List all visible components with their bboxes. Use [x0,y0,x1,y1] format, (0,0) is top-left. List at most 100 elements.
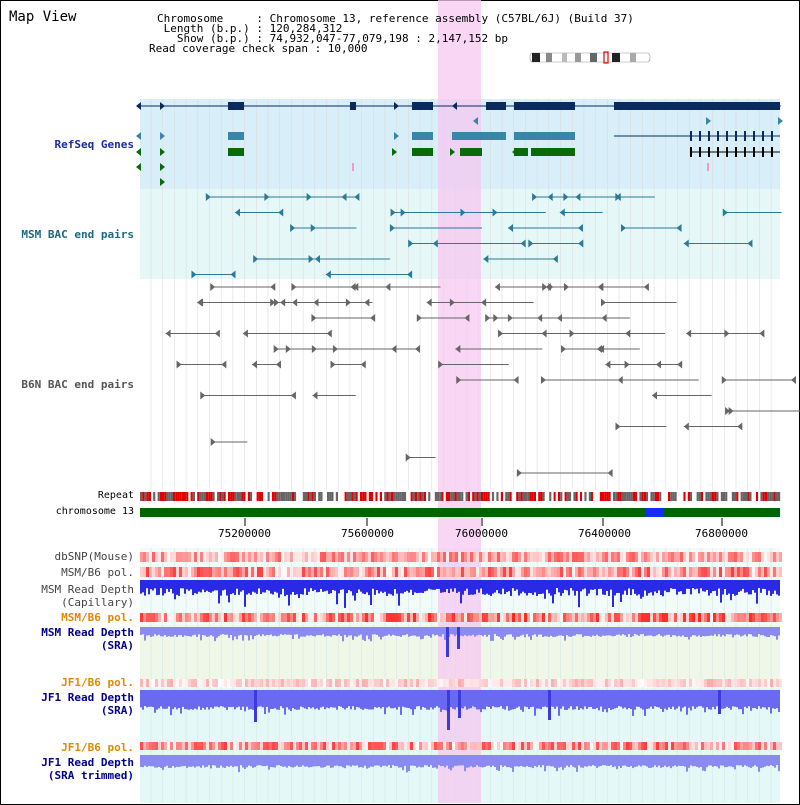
gene-arrow-icon [620,224,626,232]
heat-cell [737,552,740,562]
gene-block [708,131,710,141]
depth-bar [480,627,482,636]
refseq-genes-label[interactable]: RefSeq Genes [54,138,134,151]
depth-bar [152,580,154,591]
heat-cell [191,679,194,687]
heat-cell [461,742,464,750]
repeat-segment [151,492,154,501]
depth-bar [320,580,322,589]
repeat-segment [256,492,259,501]
depth-bar [414,755,416,766]
gene-arrow-icon [605,360,611,369]
repeat-segment [608,492,611,501]
heat-cell [740,742,743,750]
heat-cell [395,567,398,577]
heat-cell [758,742,761,750]
depth-bar [432,755,434,768]
depth-bar [212,627,214,637]
repeat-segment [456,492,459,501]
depth-bar [176,580,178,595]
heat-cell [254,567,257,577]
heat-cell [497,742,500,750]
heat-cell [416,613,419,622]
repeat-segment [459,492,462,501]
heat-cell [158,679,161,687]
depth-bar [706,627,708,637]
heat-cell [770,552,773,562]
heat-cell [620,567,623,577]
depth-bar [168,690,170,707]
depth-bar [356,690,358,708]
heat-cell [779,552,782,562]
gene-block [699,131,701,141]
repeat-segment [153,492,156,501]
depth-bar [348,755,350,766]
msm-bac-label[interactable]: MSM BAC end pairs [21,228,134,241]
heat-cell [779,742,782,750]
depth-bar [636,690,638,707]
gene-arrow-icon [197,298,203,307]
heat-cell [590,679,593,687]
heat-cell [323,552,326,562]
heat-cell [368,552,371,562]
depth-bar [270,755,272,767]
heat-cell [533,552,536,562]
heat-cell [452,613,455,622]
heat-cell [599,613,602,622]
heat-cell [734,567,737,577]
depth-bar [326,580,328,591]
repeat-segment [487,492,490,501]
heat-cell [146,567,149,577]
depth-bar [510,690,512,710]
depth-bar [688,580,690,589]
heat-cell [275,613,278,622]
heat-cell [311,679,314,687]
depth-bar [286,627,288,635]
heat-cell [203,679,206,687]
repeat-segment [525,492,528,501]
depth-bar [730,580,732,601]
depth-bar [732,690,734,707]
heat-cell [629,742,632,750]
depth-bar [418,755,420,767]
depth-bar [370,580,372,606]
depth-bar [570,690,572,707]
heat-cell [212,552,215,562]
heat-cell [623,742,626,750]
depth-bar [588,580,590,594]
depth-bar [364,627,366,641]
heat-cell [473,567,476,577]
depth-bar [520,755,522,766]
heat-cell [236,742,239,750]
heat-cell [755,552,758,562]
depth-bar [308,580,310,592]
depth-bar [276,580,278,593]
depth-bar [234,690,236,710]
depth-bar [686,755,688,772]
depth-bar [564,627,566,641]
heat-cell [368,613,371,622]
depth-bar [212,755,214,766]
depth-bar [532,627,534,636]
depth-bar [146,627,148,636]
depth-bar [674,755,676,766]
depth-bar [662,580,664,597]
b6n-bac-label[interactable]: B6N BAC end pairs [21,378,134,391]
depth-bar [554,627,556,637]
depth-bar [162,627,164,637]
depth-bar [512,580,514,589]
depth-bar [292,580,294,593]
heat-cell [185,679,188,687]
heat-cell [506,613,509,622]
depth-bar [424,755,426,766]
heat-cell [290,552,293,562]
depth-bar [230,627,232,636]
depth-bar [604,690,606,710]
depth-bar [228,755,230,767]
heat-cell [305,679,308,687]
heat-cell [386,679,389,687]
depth-bar [724,690,726,709]
depth-bar [240,580,242,592]
heat-cell [668,567,671,577]
